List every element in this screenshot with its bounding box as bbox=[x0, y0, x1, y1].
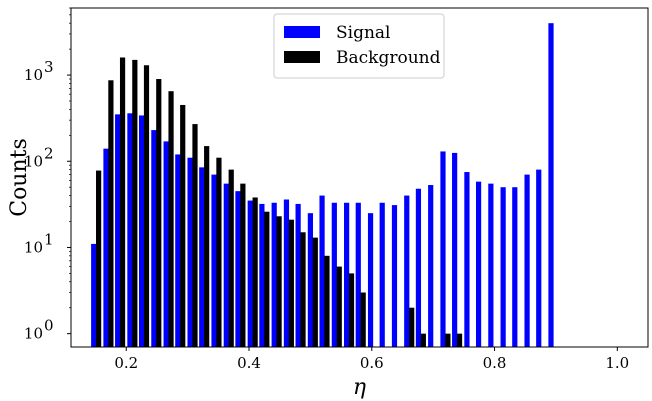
y-axis-label: Counts bbox=[7, 138, 32, 217]
bar-signal bbox=[319, 195, 325, 347]
bar-background bbox=[228, 169, 234, 347]
bar-background bbox=[409, 307, 415, 347]
bar-signal bbox=[415, 188, 422, 347]
bar-signal bbox=[91, 243, 97, 347]
x-tick-label: 0.2 bbox=[114, 354, 138, 372]
bar-background bbox=[360, 292, 366, 347]
bar-signal bbox=[175, 154, 181, 347]
bar-background bbox=[168, 91, 174, 347]
y-tick-exponent: 3 bbox=[44, 58, 54, 76]
y-tick-label: 10 bbox=[24, 238, 43, 256]
bar-background bbox=[264, 211, 270, 347]
y-tick-label: 10 bbox=[24, 66, 43, 84]
x-axis-label: η bbox=[353, 375, 366, 400]
bar-signal bbox=[512, 187, 518, 347]
x-tick-label: 0.8 bbox=[483, 354, 507, 372]
y-tick-exponent: 2 bbox=[44, 144, 54, 162]
legend: Signal Background bbox=[273, 13, 445, 79]
bar-signal bbox=[307, 213, 313, 347]
legend-label-background: Background bbox=[336, 48, 441, 68]
bar-background bbox=[204, 146, 210, 347]
bar-signal bbox=[295, 203, 301, 347]
bar-background bbox=[348, 273, 355, 347]
bar-background bbox=[300, 232, 306, 347]
bar-signal bbox=[103, 148, 109, 347]
bar-background bbox=[143, 65, 150, 347]
bar-background bbox=[96, 170, 102, 347]
bar-signal bbox=[115, 114, 121, 348]
bar-signal bbox=[211, 174, 217, 347]
x-tick-label: 0.4 bbox=[237, 354, 261, 372]
bar-background bbox=[180, 104, 186, 348]
bar-signal bbox=[440, 151, 446, 347]
bar-background bbox=[288, 219, 294, 347]
bar-background bbox=[445, 333, 451, 347]
bar-signal bbox=[138, 115, 145, 347]
bar-signal bbox=[151, 130, 157, 347]
bar-signal bbox=[524, 174, 530, 347]
bar-background bbox=[192, 124, 198, 347]
bar-signal bbox=[283, 199, 290, 347]
bar-signal bbox=[247, 200, 253, 347]
bar-signal bbox=[271, 202, 277, 347]
bar-background bbox=[132, 59, 138, 347]
bar-background bbox=[119, 57, 126, 347]
bar-signal bbox=[187, 157, 193, 347]
x-tick-label: 0.6 bbox=[360, 354, 384, 372]
y-tick-label: 10 bbox=[24, 152, 43, 170]
legend-swatch-background bbox=[284, 51, 320, 63]
bar-signal bbox=[223, 183, 229, 347]
x-tick-label: 1.0 bbox=[605, 354, 629, 372]
bars-layer bbox=[91, 23, 554, 348]
bar-background bbox=[420, 333, 426, 347]
x-axis: 0.2 0.4 0.6 0.8 1.0 bbox=[114, 347, 629, 372]
bar-signal bbox=[488, 183, 494, 347]
y-tick-label: 10 bbox=[24, 325, 43, 343]
bar-signal bbox=[500, 187, 506, 347]
bar-signal bbox=[344, 202, 350, 347]
bar-signal bbox=[259, 203, 265, 347]
bar-background bbox=[456, 333, 463, 347]
bar-signal bbox=[331, 202, 337, 347]
bar-background bbox=[216, 157, 222, 347]
bar-signal bbox=[464, 172, 470, 347]
bar-signal bbox=[404, 195, 410, 347]
legend-swatch-signal bbox=[284, 26, 320, 38]
bar-signal bbox=[355, 202, 361, 347]
bar-background bbox=[324, 255, 330, 347]
bar-signal bbox=[428, 185, 434, 347]
bar-signal bbox=[475, 181, 482, 347]
y-tick-exponent: 1 bbox=[44, 230, 54, 248]
bar-background bbox=[312, 237, 318, 347]
legend-label-signal: Signal bbox=[336, 23, 391, 43]
bar-background bbox=[108, 80, 114, 347]
bar-background bbox=[156, 79, 162, 347]
bar-background bbox=[252, 197, 258, 347]
bar-background bbox=[276, 216, 282, 347]
bar-signal bbox=[235, 191, 241, 347]
bar-background bbox=[240, 183, 246, 347]
bar-signal bbox=[367, 213, 374, 347]
bar-background bbox=[336, 266, 342, 347]
bar-signal bbox=[548, 23, 554, 348]
plot-area-frame bbox=[70, 7, 649, 348]
bar-signal bbox=[127, 113, 133, 347]
bar-signal bbox=[199, 167, 205, 347]
bar-signal bbox=[379, 202, 385, 347]
bar-signal bbox=[536, 169, 542, 347]
y-tick-exponent: 0 bbox=[44, 317, 54, 335]
bar-signal bbox=[163, 141, 169, 347]
bar-signal bbox=[391, 205, 398, 347]
bar-signal bbox=[452, 152, 458, 347]
